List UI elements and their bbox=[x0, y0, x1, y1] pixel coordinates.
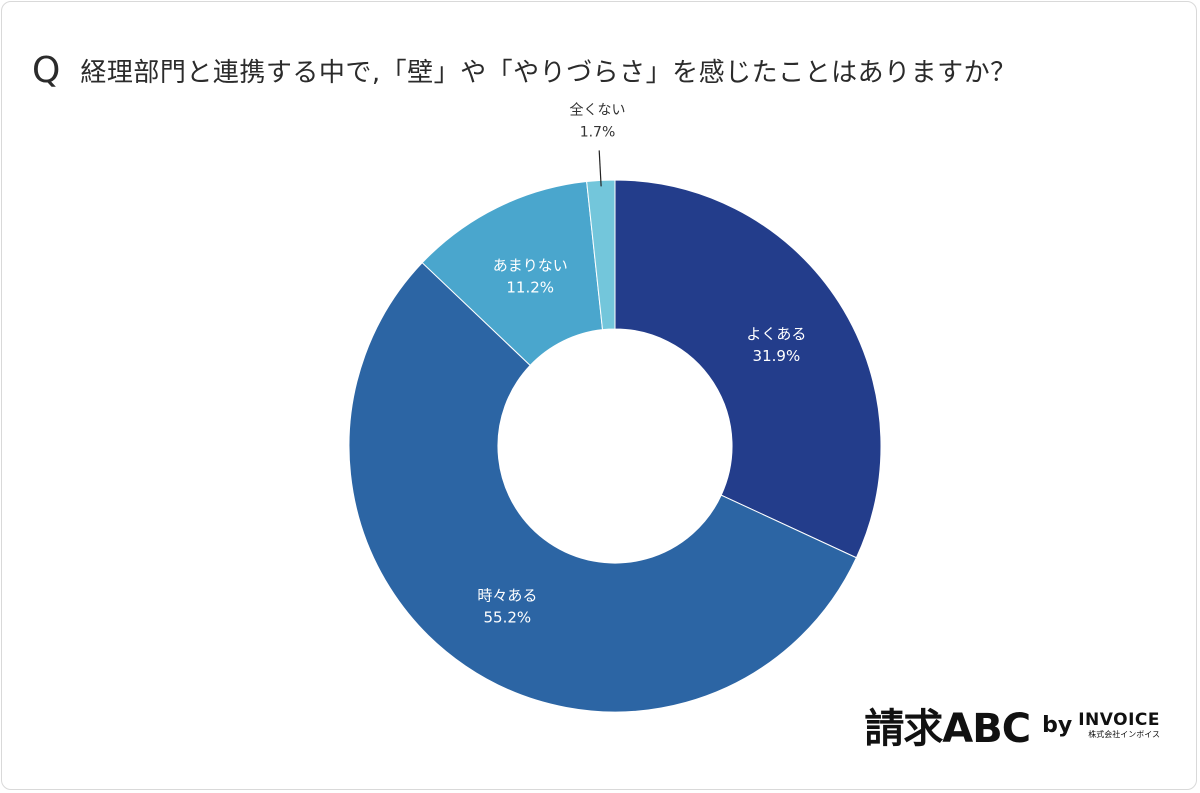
q-mark: Q bbox=[32, 49, 61, 91]
category-label-1: よくある bbox=[746, 325, 806, 343]
brand-invoice: INVOICE bbox=[1078, 709, 1160, 730]
brand-logo: 請求ABC by INVOICE 株式会社インボイス bbox=[864, 700, 1160, 752]
category-label-2: 時々ある bbox=[477, 586, 537, 604]
category-label-4: 全くない bbox=[569, 101, 625, 118]
question-heading: Q 経理部門と連携する中で,「壁」や「やりづらさ」を感じたことはありますか？ bbox=[32, 48, 1017, 92]
question-text: 経理部門と連携する中で,「壁」や「やりづらさ」を感じたことはありますか？ bbox=[80, 57, 1017, 88]
category-label-3: あまりない bbox=[493, 256, 568, 274]
brand-company-name: 株式会社インボイス bbox=[1088, 729, 1160, 739]
donut-segment-4 bbox=[586, 179, 616, 331]
value-label-1: 31.9% bbox=[753, 347, 801, 365]
value-label-2: 55.2% bbox=[484, 608, 532, 626]
value-label-4: 1.7% bbox=[580, 124, 616, 140]
brand-by: by bbox=[1042, 712, 1073, 738]
value-label-3: 11.2% bbox=[506, 278, 554, 296]
brand-company: INVOICE 株式会社インボイス bbox=[1078, 709, 1160, 739]
brand-name: 請求ABC bbox=[864, 706, 1031, 752]
donut-segment-1 bbox=[614, 179, 882, 559]
leader-line-4 bbox=[598, 150, 602, 187]
donut-segment-2 bbox=[348, 261, 858, 713]
